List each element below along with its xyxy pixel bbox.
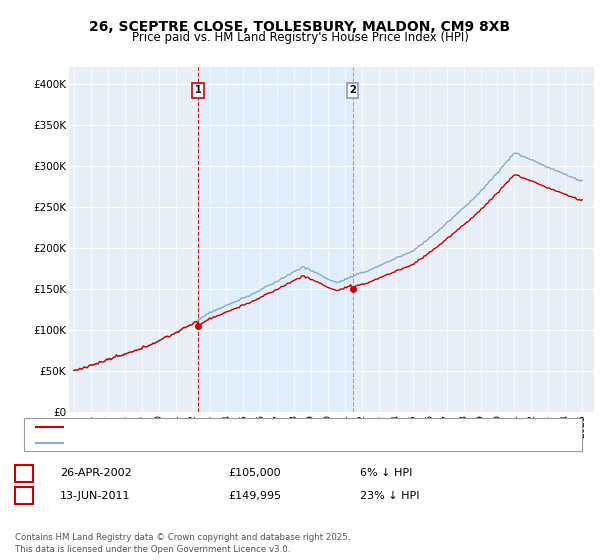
Text: 1: 1 [194, 85, 202, 95]
Text: £105,000: £105,000 [228, 468, 281, 478]
Text: Price paid vs. HM Land Registry's House Price Index (HPI): Price paid vs. HM Land Registry's House … [131, 31, 469, 44]
Text: HPI: Average price, semi-detached house, Maldon: HPI: Average price, semi-detached house,… [69, 438, 312, 447]
Text: 26, SCEPTRE CLOSE, TOLLESBURY, MALDON, CM9 8XB (semi-detached house): 26, SCEPTRE CLOSE, TOLLESBURY, MALDON, C… [69, 422, 451, 432]
Text: Contains HM Land Registry data © Crown copyright and database right 2025.
This d: Contains HM Land Registry data © Crown c… [15, 533, 350, 554]
Text: 13-JUN-2011: 13-JUN-2011 [60, 491, 131, 501]
Text: 23% ↓ HPI: 23% ↓ HPI [360, 491, 419, 501]
Text: 1: 1 [20, 468, 28, 478]
Text: 6% ↓ HPI: 6% ↓ HPI [360, 468, 412, 478]
Text: 26, SCEPTRE CLOSE, TOLLESBURY, MALDON, CM9 8XB: 26, SCEPTRE CLOSE, TOLLESBURY, MALDON, C… [89, 20, 511, 34]
Text: £149,995: £149,995 [228, 491, 281, 501]
Text: 26-APR-2002: 26-APR-2002 [60, 468, 132, 478]
Text: 2: 2 [20, 491, 28, 501]
Bar [198, 67, 353, 412]
Text: 2: 2 [349, 85, 356, 95]
